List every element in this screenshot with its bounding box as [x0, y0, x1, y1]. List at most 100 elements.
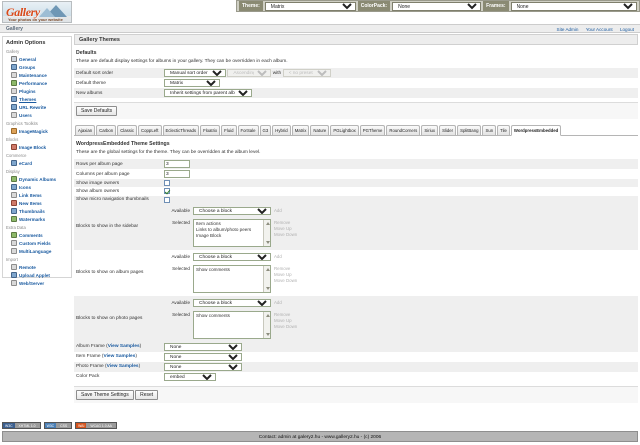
color-pack-dropdown[interactable]: embed — [164, 372, 216, 381]
logout-link[interactable]: Logout — [619, 27, 634, 32]
sidebar-item-imagemagick[interactable]: ImageMagick — [6, 127, 69, 135]
new-albums-dropdown[interactable]: Inherit settings from parent album — [164, 89, 252, 97]
theme-tab-tile[interactable]: Tile — [497, 125, 510, 135]
your-account-link[interactable]: Your Account — [585, 27, 613, 32]
site-admin-link[interactable]: Site Admin — [556, 27, 579, 32]
available-block-dropdown[interactable]: Choose a block — [193, 206, 271, 215]
theme-tab-floatrix[interactable]: Floatrix — [200, 125, 221, 135]
sidebar-item-themes[interactable]: Themes — [6, 95, 69, 103]
theme-tab-hybrid[interactable]: Hybrid — [272, 125, 291, 135]
sidebar-item-watermarks[interactable]: Watermarks — [6, 215, 69, 223]
move-up-link[interactable]: Move Up — [274, 317, 292, 323]
list-item[interactable]: Show comments — [196, 266, 230, 272]
theme-tab-pgtheme[interactable]: PGTheme — [359, 125, 386, 135]
theme-tab-ajaxian[interactable]: Ajaxian — [75, 125, 96, 135]
sidebar-item-performance[interactable]: Performance — [6, 79, 69, 87]
validation-badge[interactable]: W3C XHTML 1.0 — [2, 422, 41, 429]
sidebar-item-users[interactable]: Users — [6, 111, 69, 119]
sidebar-item-icons[interactable]: Icons — [6, 183, 69, 191]
gallery-logo[interactable]: Gallery Your photos on your website — [2, 1, 72, 23]
sidebar-item-ecard[interactable]: eCard — [6, 159, 69, 167]
theme-setting-input[interactable] — [164, 170, 190, 178]
theme-setting-input[interactable] — [164, 160, 190, 168]
selected-blocks-listbox[interactable]: Show comments — [193, 264, 271, 293]
sidebar-item-groups[interactable]: Groups — [6, 63, 69, 71]
scroll-up-icon[interactable] — [265, 221, 270, 225]
theme-setting-checkbox[interactable] — [164, 188, 170, 195]
theme-tab-nature[interactable]: Nature — [310, 125, 330, 135]
remove-block-link[interactable]: Remove — [274, 265, 291, 271]
sidebar-item-web-server[interactable]: Web/Server — [6, 279, 69, 287]
theme-tab-forsale[interactable]: ForSale — [237, 125, 259, 135]
theme-tab-slider[interactable]: Slider — [439, 125, 457, 135]
default-theme-dropdown[interactable]: Matrix — [164, 79, 220, 87]
available-block-dropdown[interactable]: Choose a block — [193, 252, 271, 261]
colorpack-selector-dropdown[interactable]: None — [392, 1, 482, 11]
theme-tab-carbon[interactable]: Carbon — [96, 125, 117, 135]
theme-tab-siriux[interactable]: Siriux — [421, 125, 439, 135]
sort-direction-dropdown[interactable]: Ascending — [227, 69, 272, 77]
listbox-scrollbar[interactable] — [263, 219, 270, 246]
sidebar-item-upload-applet[interactable]: Upload Applet — [6, 271, 69, 279]
theme-tab-fluid[interactable]: Fluid — [221, 125, 237, 135]
sidebar-item-url-rewrite[interactable]: URL Rewrite — [6, 103, 69, 111]
add-block-link[interactable]: Add — [274, 299, 282, 305]
save-defaults-button[interactable]: Save Defaults — [76, 106, 118, 116]
scroll-down-icon[interactable] — [265, 240, 270, 244]
move-up-link[interactable]: Move Up — [274, 225, 292, 231]
theme-tab-roundcorners[interactable]: RoundCorners — [386, 125, 421, 135]
sidebar-item-link-items[interactable]: Link Items — [6, 191, 69, 199]
sidebar-item-plugins[interactable]: Plugins — [6, 87, 69, 95]
listbox-scrollbar[interactable] — [263, 265, 270, 292]
theme-setting-checkbox[interactable] — [164, 196, 170, 203]
move-down-link[interactable]: Move Down — [274, 277, 298, 283]
move-down-link[interactable]: Move Down — [274, 323, 298, 329]
theme-tab-pglightbox[interactable]: PGLightbox — [330, 125, 359, 135]
selected-blocks-listbox[interactable]: Show comments — [193, 310, 271, 339]
list-item[interactable]: Show comments — [196, 312, 230, 318]
sidebar-item-remote[interactable]: Remote — [6, 263, 69, 271]
move-up-link[interactable]: Move Up — [274, 271, 292, 277]
sidebar-item-maintenance[interactable]: Maintenance — [6, 71, 69, 79]
view-samples-link[interactable]: View Samples — [106, 364, 139, 370]
list-item[interactable]: Links to album/photo peers — [196, 226, 252, 232]
scroll-up-icon[interactable] — [265, 267, 270, 271]
default-sort-order-dropdown[interactable]: Manual sort order — [164, 69, 226, 77]
sort-preset-dropdown[interactable]: < no preset > — [282, 69, 331, 77]
sidebar-item-multilanguage[interactable]: MultiLanguage — [6, 247, 69, 255]
theme-tab-matrix[interactable]: Matrix — [291, 125, 310, 135]
validation-badge[interactable]: WAI WCAG 1.0 AA — [75, 422, 117, 429]
sidebar-item-custom-fields[interactable]: Custom Fields — [6, 239, 69, 247]
frame-dropdown[interactable]: None — [164, 362, 242, 371]
remove-block-link[interactable]: Remove — [274, 219, 291, 225]
view-samples-link[interactable]: View Samples — [107, 344, 140, 350]
theme-setting-checkbox[interactable] — [164, 180, 170, 186]
validation-badge[interactable]: W3C CSS — [43, 422, 73, 429]
move-down-link[interactable]: Move Down — [274, 231, 298, 237]
remove-block-link[interactable]: Remove — [274, 311, 291, 317]
add-block-link[interactable]: Add — [274, 207, 282, 213]
sidebar-item-thumbnails[interactable]: Thumbnails — [6, 207, 69, 215]
list-item[interactable]: Image Block — [196, 232, 222, 238]
add-block-link[interactable]: Add — [274, 253, 282, 259]
available-block-dropdown[interactable]: Choose a block — [193, 298, 271, 307]
scroll-up-icon[interactable] — [265, 313, 270, 317]
sidebar-item-general[interactable]: General — [6, 55, 69, 63]
theme-tab-classic[interactable]: Classic — [117, 125, 138, 135]
theme-tab-wordpressembedded[interactable]: WordpressEmbedded — [510, 125, 562, 136]
theme-tab-splitbang[interactable]: SplitBang — [457, 125, 482, 135]
sidebar-item-dynamic-albums[interactable]: Dynamic Albums — [6, 175, 69, 183]
theme-tab-eclecticthreads[interactable]: EclecticThreads — [162, 125, 200, 135]
scroll-down-icon[interactable] — [265, 286, 270, 290]
list-item[interactable]: Item actions — [196, 220, 221, 226]
theme-selector-dropdown[interactable]: Matrix — [264, 1, 356, 11]
frame-dropdown[interactable]: None — [164, 352, 242, 361]
breadcrumb-gallery-link[interactable]: Gallery — [6, 26, 23, 32]
frames-selector-dropdown[interactable]: None — [510, 1, 637, 11]
sidebar-item-new-items[interactable]: New Items — [6, 199, 69, 207]
view-samples-link[interactable]: View Samples — [103, 354, 136, 360]
selected-blocks-listbox[interactable]: Item actions Links to album/photo peers Im… — [193, 218, 271, 247]
theme-tab-sun[interactable]: Sun — [482, 125, 497, 135]
frame-dropdown[interactable]: None — [164, 342, 242, 351]
theme-tab-g3[interactable]: G3 — [259, 125, 272, 135]
